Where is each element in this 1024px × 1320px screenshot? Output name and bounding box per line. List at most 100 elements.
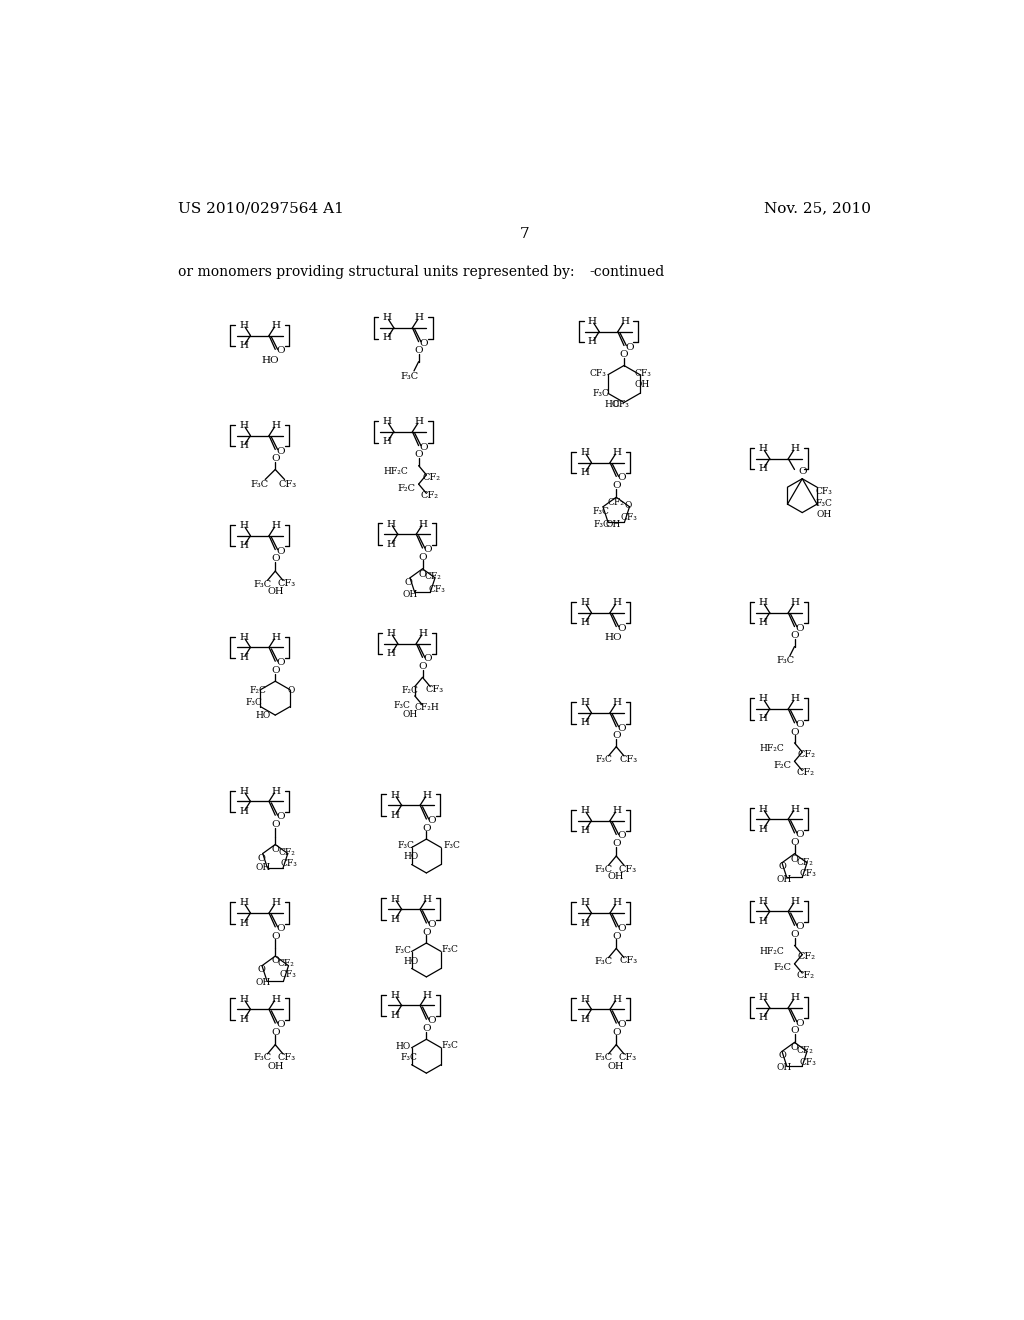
Text: F₃C: F₃C: [442, 945, 459, 953]
Text: CF₃: CF₃: [620, 755, 638, 763]
Text: 7: 7: [520, 227, 529, 240]
Text: H: H: [415, 417, 424, 426]
Text: H: H: [580, 826, 589, 836]
Text: HO: HO: [395, 1043, 411, 1052]
Text: H: H: [580, 447, 589, 457]
Text: OH: OH: [816, 510, 831, 519]
Text: O: O: [617, 832, 626, 841]
Text: F₃C: F₃C: [397, 841, 415, 850]
Text: H: H: [239, 341, 248, 350]
Text: HO: HO: [255, 710, 270, 719]
Text: O: O: [612, 840, 621, 849]
Text: HO: HO: [403, 957, 419, 966]
Text: O: O: [271, 956, 280, 965]
Text: H: H: [239, 541, 248, 550]
Text: H: H: [758, 805, 767, 813]
Text: HF₂C: HF₂C: [384, 467, 409, 477]
Text: F₃C: F₃C: [443, 841, 461, 850]
Text: H: H: [580, 598, 589, 607]
Text: HF₂C: HF₂C: [760, 744, 784, 754]
Text: F₃C: F₃C: [595, 865, 613, 874]
Text: OH: OH: [402, 590, 418, 599]
Text: H: H: [386, 630, 395, 638]
Text: H: H: [271, 787, 281, 796]
Text: H: H: [239, 421, 248, 430]
Text: H: H: [239, 919, 248, 928]
Text: F₃C: F₃C: [251, 479, 269, 488]
Text: F₃C: F₃C: [400, 372, 419, 380]
Text: O: O: [778, 1051, 786, 1060]
Text: O: O: [617, 474, 626, 482]
Text: CF₃: CF₃: [279, 479, 297, 488]
Text: H: H: [239, 521, 248, 531]
Text: F₂C: F₂C: [773, 760, 792, 770]
Text: H: H: [791, 993, 800, 1002]
Text: H: H: [390, 1011, 399, 1020]
Text: H: H: [239, 653, 248, 661]
Text: CF₂: CF₂: [422, 473, 440, 482]
Text: H: H: [271, 632, 281, 642]
Text: H: H: [758, 694, 767, 704]
Text: CF₂: CF₂: [608, 498, 625, 507]
Text: HO: HO: [403, 851, 419, 861]
Text: H: H: [588, 317, 597, 326]
Text: F₃C: F₃C: [595, 1053, 613, 1063]
Text: CF₂H: CF₂H: [415, 704, 439, 711]
Text: H: H: [791, 805, 800, 813]
Text: O: O: [422, 928, 431, 937]
Text: H: H: [580, 899, 589, 907]
Text: H: H: [580, 919, 589, 928]
Text: H: H: [239, 1015, 248, 1024]
Text: CF₂: CF₂: [278, 958, 295, 968]
Text: H: H: [271, 899, 281, 907]
Text: O: O: [271, 667, 280, 675]
Text: CF₂: CF₂: [798, 953, 816, 961]
Text: O: O: [271, 554, 280, 564]
Text: H: H: [791, 445, 800, 453]
Text: F₃C: F₃C: [254, 581, 272, 590]
Text: H: H: [580, 698, 589, 708]
Text: O: O: [796, 1019, 804, 1027]
Text: O: O: [617, 723, 626, 733]
Text: H: H: [791, 898, 800, 906]
Text: HO: HO: [604, 632, 622, 642]
Text: O: O: [791, 727, 799, 737]
Text: CF₃: CF₃: [589, 368, 606, 378]
Text: H: H: [423, 791, 432, 800]
Text: F₃C: F₃C: [592, 389, 609, 397]
Text: O: O: [796, 623, 804, 632]
Text: OH: OH: [776, 875, 792, 883]
Text: O: O: [276, 546, 285, 556]
Text: H: H: [239, 807, 248, 816]
Text: H: H: [271, 521, 281, 531]
Text: H: H: [386, 520, 395, 528]
Text: O: O: [778, 862, 786, 871]
Text: H: H: [612, 807, 622, 814]
Text: O: O: [271, 932, 280, 941]
Text: CF₃: CF₃: [612, 400, 630, 408]
Text: CF₃: CF₃: [800, 1057, 816, 1067]
Text: O: O: [617, 623, 626, 632]
Text: OH: OH: [267, 1061, 284, 1071]
Text: F₂C: F₂C: [773, 964, 792, 972]
Text: H: H: [758, 898, 767, 906]
Text: O: O: [276, 446, 285, 455]
Text: OH: OH: [635, 380, 650, 388]
Text: US 2010/0297564 A1: US 2010/0297564 A1: [178, 202, 344, 215]
Text: O: O: [612, 932, 621, 941]
Text: O: O: [415, 450, 423, 459]
Text: CF₂: CF₂: [425, 572, 441, 581]
Text: F₃C: F₃C: [442, 1041, 459, 1049]
Text: O: O: [415, 346, 423, 355]
Text: O: O: [276, 1020, 285, 1030]
Text: H: H: [239, 787, 248, 796]
Text: O: O: [796, 830, 804, 840]
Text: O: O: [625, 343, 634, 351]
Text: CF₂: CF₂: [797, 972, 814, 979]
Text: O: O: [791, 1043, 799, 1052]
Text: H: H: [415, 313, 424, 322]
Text: O: O: [422, 1024, 431, 1034]
Text: F₃C: F₃C: [400, 1053, 418, 1063]
Text: H: H: [580, 995, 589, 1003]
Text: O: O: [276, 812, 285, 821]
